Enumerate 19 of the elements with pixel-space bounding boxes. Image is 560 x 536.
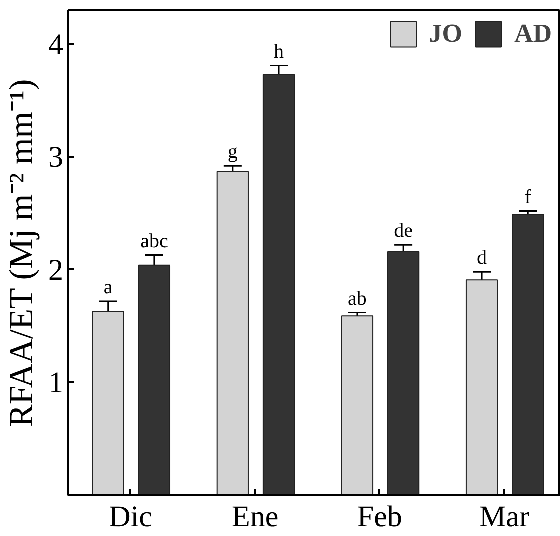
legend-label: JO	[429, 19, 462, 49]
data-label: h	[274, 40, 284, 63]
y-tick-label: 4	[48, 28, 64, 62]
y-tick-label: 2	[48, 254, 64, 287]
x-tick-label: Dic	[109, 500, 152, 534]
data-label: f	[524, 186, 532, 208]
y-tick-label: 1	[48, 366, 64, 400]
data-label: a	[104, 276, 113, 298]
data-label: ab	[348, 288, 367, 310]
data-label: d	[477, 247, 488, 270]
y-tick-label: 3	[48, 141, 64, 174]
x-tick-label: Feb	[357, 500, 402, 534]
data-label: de	[394, 220, 414, 242]
legend-label: AD	[514, 19, 552, 49]
y-axis-title: RFAA/ET (Mj m⁻² mm⁻¹)	[4, 79, 40, 428]
x-tick-label: Ene	[232, 500, 279, 534]
data-label: abc	[140, 230, 168, 252]
data-label: g	[228, 141, 238, 164]
x-tick-label: Mar	[479, 500, 530, 534]
